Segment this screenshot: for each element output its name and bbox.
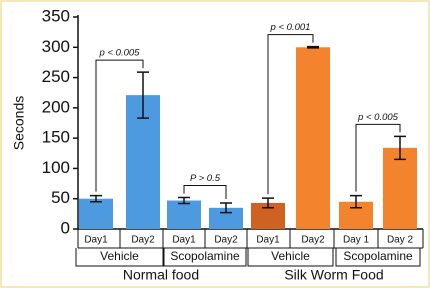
error-bar	[394, 135, 406, 161]
subgroup-bracket	[247, 248, 334, 267]
significance-bracket	[267, 34, 314, 195]
error-bar	[178, 196, 190, 205]
significance-bracket	[95, 59, 144, 192]
y-tick-label: 50	[51, 188, 70, 207]
y-axis-label: Seconds	[11, 96, 27, 150]
category-label: Day2	[131, 235, 155, 246]
y-tick-label: 250	[42, 67, 70, 86]
bar	[79, 198, 113, 229]
error-bar	[220, 202, 232, 214]
significance-bracket	[183, 185, 227, 199]
category-label: Day1	[256, 235, 280, 246]
bar	[167, 200, 201, 229]
category-label: Day2	[301, 235, 325, 246]
y-tick-label: 150	[42, 128, 70, 147]
group-label: Normal food	[123, 267, 199, 283]
significance-bracket	[355, 123, 401, 192]
bar	[296, 47, 330, 230]
subgroup-bracket	[163, 248, 247, 267]
error-bar	[90, 194, 102, 203]
error-bar	[262, 197, 274, 209]
bar	[209, 207, 243, 229]
category-label: Day1	[84, 235, 108, 246]
subgroup-label: Vehicle	[271, 249, 310, 263]
subgroup-bracket	[335, 248, 421, 267]
y-tick-label: 100	[42, 158, 70, 177]
error-bar	[137, 71, 149, 119]
category-label: Day 1	[343, 235, 370, 246]
group-label: Silk Worm Food	[284, 267, 383, 283]
subgroup-label: Scopolamine	[343, 249, 413, 263]
subgroup-label: Scopolamine	[170, 249, 240, 263]
subgroup-bracket	[75, 248, 164, 267]
y-tick-label: 300	[42, 37, 70, 56]
category-label: Day2	[214, 235, 238, 246]
error-bar	[350, 194, 362, 209]
category-label: Day 2	[387, 235, 414, 246]
annotation: p < 0.001	[270, 22, 311, 33]
y-tick-label: 200	[42, 97, 70, 116]
error-bar	[307, 45, 319, 49]
annotation: p < 0.005	[99, 48, 141, 59]
subgroup-label: Vehicle	[100, 249, 139, 263]
annotation: P > 0.5	[190, 173, 221, 184]
y-tick-label: 0	[61, 218, 70, 237]
y-tick-label: 350	[42, 6, 70, 25]
category-label: Day1	[172, 235, 196, 246]
bar	[383, 147, 417, 229]
annotation: p < 0.005	[357, 112, 399, 123]
